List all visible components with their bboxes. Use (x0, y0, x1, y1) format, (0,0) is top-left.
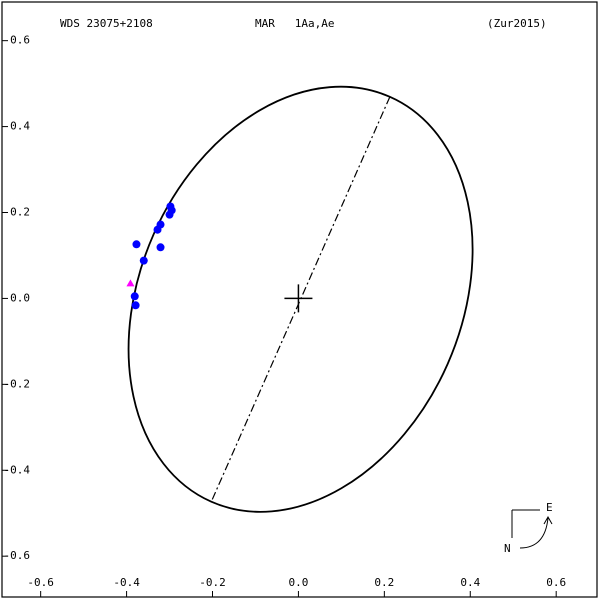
compass-east: E (546, 501, 553, 514)
line-of-apsides (210, 96, 391, 502)
observation (131, 301, 140, 310)
observation (156, 243, 165, 252)
observation (126, 279, 135, 287)
y-tick-label: -0.4 (4, 463, 31, 476)
x-tick-label: 0.4 (460, 576, 480, 589)
observation (153, 225, 162, 234)
y-tick-label: -0.2 (4, 377, 31, 390)
x-tick-label: 0.6 (546, 576, 566, 589)
y-tick-label: 0.2 (10, 206, 30, 219)
observation (130, 292, 139, 301)
y-tick-label: 0.6 (10, 34, 30, 47)
compass-axes (511, 509, 540, 538)
observation (139, 256, 148, 265)
reference: (Zur2015) (487, 17, 547, 30)
x-tick-label: -0.4 (113, 576, 140, 589)
y-tick-label: -0.6 (4, 549, 31, 562)
chart-subtitle: MAR 1Aa,Ae (255, 17, 334, 30)
y-tick-label: 0.0 (10, 291, 30, 304)
y-tick-label: 0.4 (10, 120, 30, 133)
chart-title: WDS 23075+2108 (60, 17, 153, 30)
primary-star (284, 284, 313, 313)
x-tick-label: -0.2 (199, 576, 226, 589)
x-tick-label: 0.2 (374, 576, 394, 589)
x-tick-label: -0.6 (27, 576, 54, 589)
observation (165, 210, 174, 219)
compass-north: N (504, 542, 511, 555)
observation (132, 240, 141, 249)
compass-arrow (519, 515, 553, 549)
x-tick-label: 0.0 (288, 576, 308, 589)
